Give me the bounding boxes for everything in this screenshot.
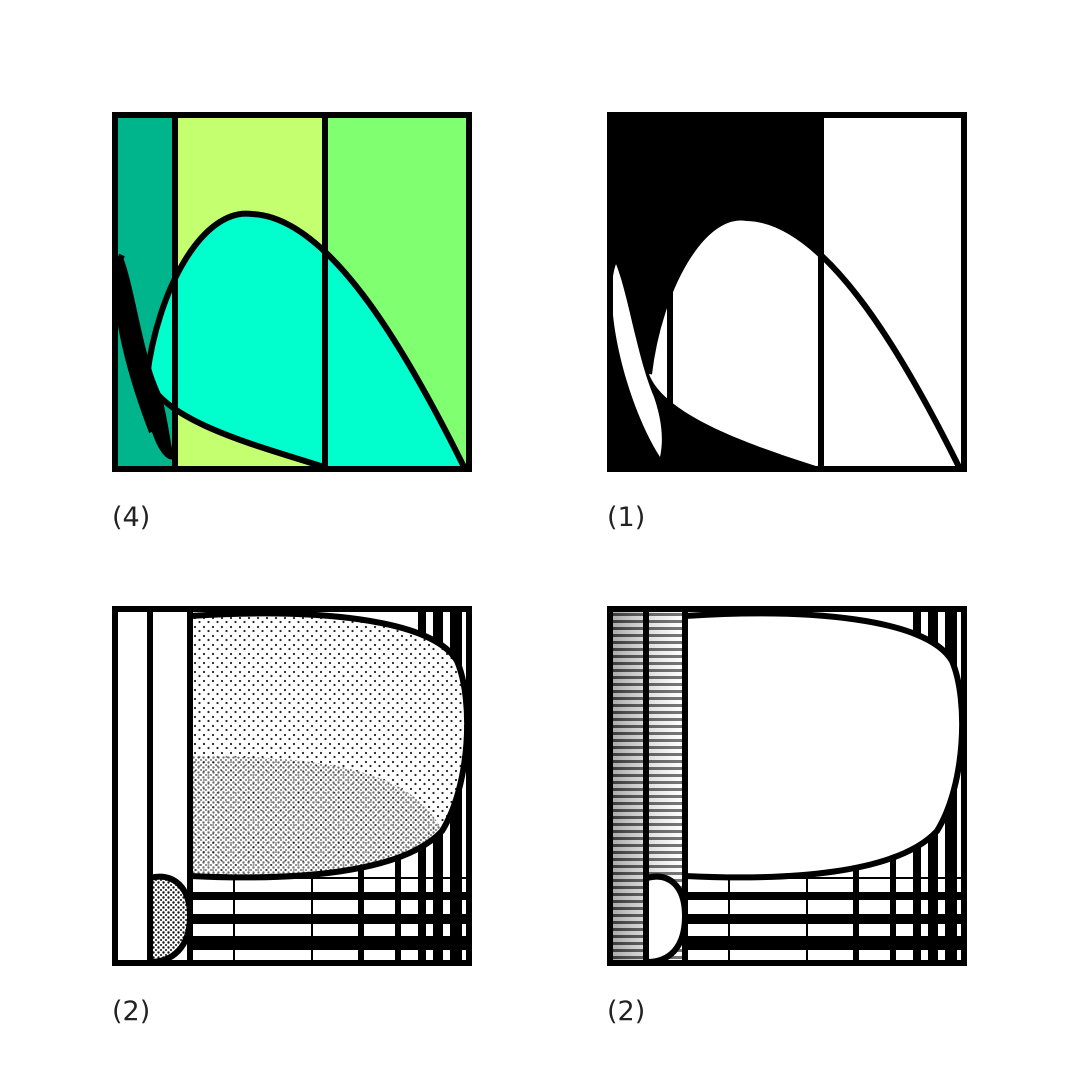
panel-label: (2)	[112, 996, 151, 1027]
panel-black-white-figure	[607, 112, 967, 472]
panel-four-colored	[112, 112, 472, 472]
boundary-curve-bump	[149, 873, 194, 965]
region-black-petal	[116, 255, 174, 460]
region-small-bump	[647, 876, 685, 962]
panel-black-white	[607, 112, 967, 472]
panel-hatched-figure	[607, 606, 967, 966]
region-oval-dense-stipple	[190, 756, 442, 878]
region-small-bump	[150, 876, 190, 962]
panel-stippled	[112, 606, 472, 966]
panel-frame	[112, 112, 472, 472]
boundary-curve-arc	[144, 210, 467, 469]
panel-frame	[607, 112, 967, 472]
region-lobe	[649, 217, 959, 467]
region-oval	[685, 613, 963, 878]
boundary-curve-arc	[646, 214, 962, 469]
region-white-petal	[611, 264, 662, 457]
panel-frame	[607, 606, 967, 966]
panel-four-colored-figure	[112, 112, 472, 472]
boundary-curve-petal	[113, 253, 155, 434]
panel-hatched	[607, 606, 967, 966]
panel-frame	[112, 606, 472, 966]
panel-stippled-figure	[112, 606, 472, 966]
panel-label: (4)	[112, 502, 151, 533]
panel-label: (1)	[607, 502, 646, 533]
panel-label: (2)	[607, 996, 646, 1027]
boundary-curve-lower	[144, 375, 325, 470]
boundary-curve-bump	[646, 873, 689, 965]
region-lobe	[147, 213, 464, 467]
